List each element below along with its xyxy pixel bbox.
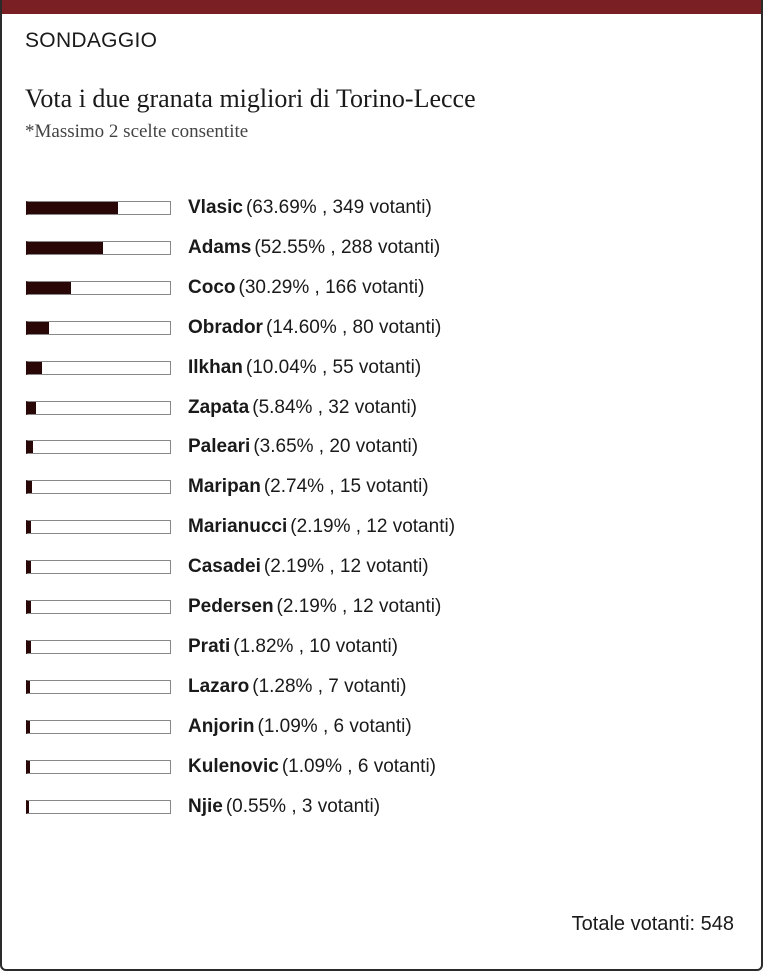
bar-track xyxy=(26,320,171,335)
bar-fill xyxy=(28,521,32,534)
bar-fill xyxy=(28,441,34,454)
option-row: Marianucci (2.19% , 12 votanti) xyxy=(26,514,455,540)
bar-fill xyxy=(28,720,30,733)
bar-fill xyxy=(28,401,37,414)
option-name: Pedersen xyxy=(188,596,274,617)
bar-track xyxy=(26,480,171,495)
option-row: Obrador (14.60% , 80 votanti) xyxy=(26,315,441,341)
option-name: Zapata xyxy=(188,396,250,418)
bar-fill xyxy=(28,481,32,494)
option-detail: (2.74% , 15 votanti) xyxy=(263,476,429,498)
bar-fill xyxy=(28,202,119,214)
bar-track xyxy=(26,360,171,375)
option-row: Kulenovic (1.09% , 6 votanti) xyxy=(26,754,436,780)
option-row: Adams (52.55% , 288 votanti) xyxy=(26,235,440,261)
option-name: Paleari xyxy=(188,436,251,458)
option-detail: (52.55% , 288 votanti) xyxy=(254,236,441,258)
option-detail: (5.84% , 32 votanti) xyxy=(252,396,418,418)
option-detail: (14.60% , 80 votanti) xyxy=(265,316,442,338)
option-detail: (0.55% , 3 votanti) xyxy=(225,795,381,817)
poll-label: SONDAGGIO xyxy=(25,29,158,52)
option-row: Zapata (5.84% , 32 votanti) xyxy=(26,395,417,421)
option-name: Obrador xyxy=(188,316,263,338)
option-row: Pedersen (2.19% , 12 votanti) xyxy=(26,594,441,620)
bar-track xyxy=(26,560,171,575)
bar-fill xyxy=(28,321,49,334)
bar-track xyxy=(26,799,171,814)
option-detail: (2.19% , 12 votanti) xyxy=(276,596,442,617)
bar-track xyxy=(26,400,171,415)
bar-track xyxy=(26,240,171,255)
option-detail: (3.65% , 20 votanti) xyxy=(253,436,419,458)
option-row: Vlasic (63.69% , 349 votanti) xyxy=(26,195,432,221)
bar-fill xyxy=(28,800,29,813)
option-row: Paleari (3.65% , 20 votanti) xyxy=(26,434,418,460)
option-row: Maripan (2.74% , 15 votanti) xyxy=(26,474,429,500)
bar-track xyxy=(26,679,171,694)
option-name: Anjorin xyxy=(188,715,255,737)
option-detail: (10.04% , 55 votanti) xyxy=(245,356,422,378)
bar-track xyxy=(26,440,171,455)
bar-track xyxy=(26,201,171,215)
option-name: Lazaro xyxy=(188,675,250,697)
bar-track xyxy=(26,280,171,295)
bar-track xyxy=(26,600,171,614)
option-name: Casadei xyxy=(188,556,261,578)
option-detail: (1.28% , 7 votanti) xyxy=(252,675,407,697)
option-detail: (63.69% , 349 votanti) xyxy=(245,197,432,218)
option-name: Vlasic xyxy=(188,197,243,218)
top-bar xyxy=(2,0,761,14)
bar-track xyxy=(26,719,171,734)
option-name: Njie xyxy=(188,795,223,817)
option-detail: (2.19% , 12 votanti) xyxy=(263,556,429,578)
option-row: Ilkhan (10.04% , 55 votanti) xyxy=(26,355,421,381)
option-name: Prati xyxy=(188,635,231,657)
bar-fill xyxy=(28,680,30,693)
option-name: Maripan xyxy=(188,476,261,498)
option-name: Ilkhan xyxy=(188,356,243,378)
option-detail: (1.09% , 6 votanti) xyxy=(257,715,412,737)
option-detail: (1.82% , 10 votanti) xyxy=(233,635,399,657)
bar-track xyxy=(26,520,171,535)
bar-fill xyxy=(28,760,30,773)
option-detail: (2.19% , 12 votanti) xyxy=(290,516,456,538)
bar-fill xyxy=(28,281,71,294)
bar-fill xyxy=(28,361,43,374)
bar-fill xyxy=(28,601,32,613)
bar-fill xyxy=(28,640,31,653)
poll-title: Vota i due granata migliori di Torino-Le… xyxy=(25,84,476,113)
poll-subtitle: *Massimo 2 scelte consentite xyxy=(25,121,249,142)
option-detail: (1.09% , 6 votanti) xyxy=(281,755,437,777)
option-name: Marianucci xyxy=(188,516,288,538)
bar-track xyxy=(26,759,171,774)
option-row: Anjorin (1.09% , 6 votanti) xyxy=(26,714,412,740)
bar-fill xyxy=(28,241,103,254)
option-row: Njie (0.55% , 3 votanti) xyxy=(26,794,380,820)
bar-track xyxy=(26,639,171,654)
option-row: Lazaro (1.28% , 7 votanti) xyxy=(26,674,406,700)
option-name: Kulenovic xyxy=(188,755,279,777)
option-row: Casadei (2.19% , 12 votanti) xyxy=(26,554,429,580)
option-name: Adams xyxy=(188,236,252,258)
option-detail: (30.29% , 166 votanti) xyxy=(238,276,425,298)
option-row: Coco (30.29% , 166 votanti) xyxy=(26,275,424,301)
option-row: Prati (1.82% , 10 votanti) xyxy=(26,634,398,660)
total-votes: Totale votanti: 548 xyxy=(571,913,734,935)
option-name: Coco xyxy=(188,276,236,298)
bar-fill xyxy=(28,561,32,574)
